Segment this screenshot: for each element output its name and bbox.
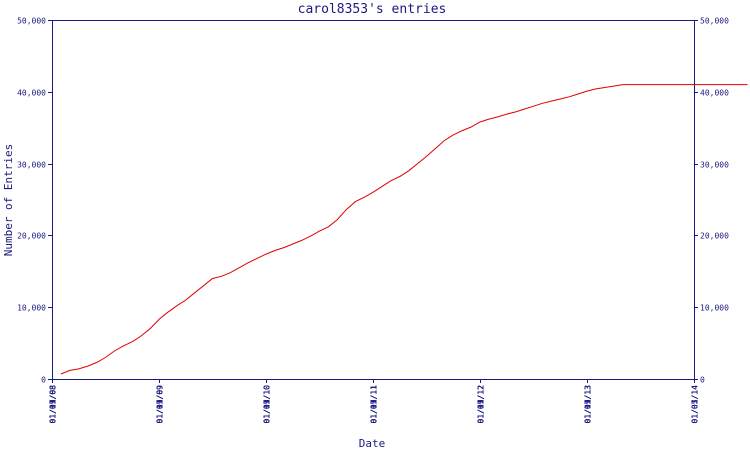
y-tick-label-left: 50,000 <box>17 17 46 26</box>
y-tick-label-right: 0 <box>700 376 705 385</box>
y-tick-label-right: 40,000 <box>700 89 729 98</box>
x-tick-label: 01/07/10 <box>263 385 272 424</box>
x-tick-label: 01/07/12 <box>477 385 486 424</box>
y-tick-label-left: 30,000 <box>17 161 46 170</box>
x-tick-label: 01/01/08 <box>49 385 58 424</box>
x-tick-label: 01/07/08 <box>49 385 58 424</box>
x-tick-label: 01/03/11 <box>370 385 379 424</box>
x-tick-label: 01/01/14 <box>691 385 700 424</box>
x-tick-label: 01/05/14 <box>691 385 700 424</box>
x-tick-label: 01/11/08 <box>49 385 58 424</box>
y-tick-label-right: 20,000 <box>700 232 729 241</box>
x-tick-label: 01/05/11 <box>370 385 379 424</box>
x-tick-label: 01/03/10 <box>263 385 272 424</box>
x-tick-label: 01/07/13 <box>584 385 593 424</box>
x-tick-label: 01/05/09 <box>156 385 165 424</box>
x-axis: 01/01/0801/03/0801/05/0801/07/0801/09/08… <box>49 379 700 424</box>
chart-title: carol8353's entries <box>298 2 447 17</box>
x-tick-label: 01/01/13 <box>584 385 593 424</box>
y-axis-label: Number of Entries <box>2 144 15 257</box>
x-tick-label: 01/07/14 <box>691 385 700 424</box>
y-tick-label-left: 40,000 <box>17 89 46 98</box>
x-tick-label: 01/11/12 <box>477 385 486 424</box>
x-tick-label: 01/09/13 <box>584 385 593 424</box>
y-axis-left: 0 10,000 20,000 30,000 40,000 50,000 <box>17 17 52 385</box>
x-tick-label: 01/09/08 <box>49 385 58 424</box>
x-tick-label: 01/03/12 <box>477 385 486 424</box>
x-tick-label: 01/03/13 <box>584 385 593 424</box>
y-tick-label-right: 50,000 <box>700 17 729 26</box>
y-tick-label-right: 10,000 <box>700 304 729 313</box>
x-tick-label: 01/09/09 <box>156 385 165 424</box>
x-tick-label: 01/09/11 <box>370 385 379 424</box>
y-tick-label-left: 20,000 <box>17 232 46 241</box>
y-axis-right: 0 10,000 20,000 30,000 40,000 50,000 <box>694 17 729 385</box>
x-tick-label: 01/11/10 <box>263 385 272 424</box>
x-tick-label: 01/11/11 <box>370 385 379 424</box>
x-tick-label: 01/11/09 <box>156 385 165 424</box>
x-tick-label: 01/07/11 <box>370 385 379 424</box>
y-tick-label-left: 0 <box>41 376 46 385</box>
x-tick-label: 01/01/12 <box>477 385 486 424</box>
x-tick-label: 01/01/11 <box>370 385 379 424</box>
x-tick-label: 01/05/10 <box>263 385 272 424</box>
series-group <box>60 84 748 375</box>
x-tick-label: 01/05/08 <box>49 385 58 424</box>
plot-frame <box>52 20 695 380</box>
y-tick-label-right: 30,000 <box>700 161 729 170</box>
x-tick-label: 01/03/08 <box>49 385 58 424</box>
x-tick-label: 01/05/13 <box>584 385 593 424</box>
x-tick-label: 01/01/09 <box>156 385 165 424</box>
y-tick-label-left: 10,000 <box>17 304 46 313</box>
x-tick-label: 01/01/10 <box>263 385 272 424</box>
x-axis-label: Date <box>359 437 386 450</box>
series-line <box>60 84 748 375</box>
x-tick-label: 01/11/13 <box>584 385 593 424</box>
x-tick-label: 01/03/09 <box>156 385 165 424</box>
x-tick-label: 01/09/10 <box>263 385 272 424</box>
x-tick-label: 01/07/09 <box>156 385 165 424</box>
x-tick-label: 01/05/12 <box>477 385 486 424</box>
x-tick-label: 01/09/12 <box>477 385 486 424</box>
x-tick-label: 01/03/14 <box>691 385 700 424</box>
